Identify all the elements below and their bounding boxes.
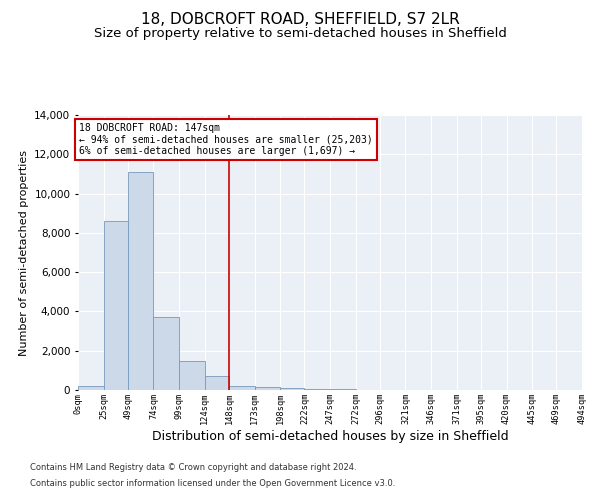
Text: Contains HM Land Registry data © Crown copyright and database right 2024.: Contains HM Land Registry data © Crown c…: [30, 464, 356, 472]
Bar: [304, 389, 330, 390]
Y-axis label: Number of semi-detached properties: Number of semi-detached properties: [19, 150, 29, 356]
Text: Contains public sector information licensed under the Open Government Licence v3: Contains public sector information licen…: [30, 478, 395, 488]
Bar: [254, 387, 280, 390]
Bar: [154, 318, 179, 390]
Text: 18, DOBCROFT ROAD, SHEFFIELD, S7 2LR: 18, DOBCROFT ROAD, SHEFFIELD, S7 2LR: [140, 12, 460, 28]
Bar: [179, 360, 205, 390]
Bar: [128, 172, 154, 390]
Bar: [78, 386, 104, 390]
Bar: [205, 376, 229, 390]
Text: 18 DOBCROFT ROAD: 147sqm
← 94% of semi-detached houses are smaller (25,203)
6% o: 18 DOBCROFT ROAD: 147sqm ← 94% of semi-d…: [79, 123, 373, 156]
Bar: [229, 386, 254, 390]
X-axis label: Distribution of semi-detached houses by size in Sheffield: Distribution of semi-detached houses by …: [152, 430, 508, 443]
Bar: [104, 221, 128, 390]
Bar: [280, 388, 304, 390]
Text: Size of property relative to semi-detached houses in Sheffield: Size of property relative to semi-detach…: [94, 28, 506, 40]
